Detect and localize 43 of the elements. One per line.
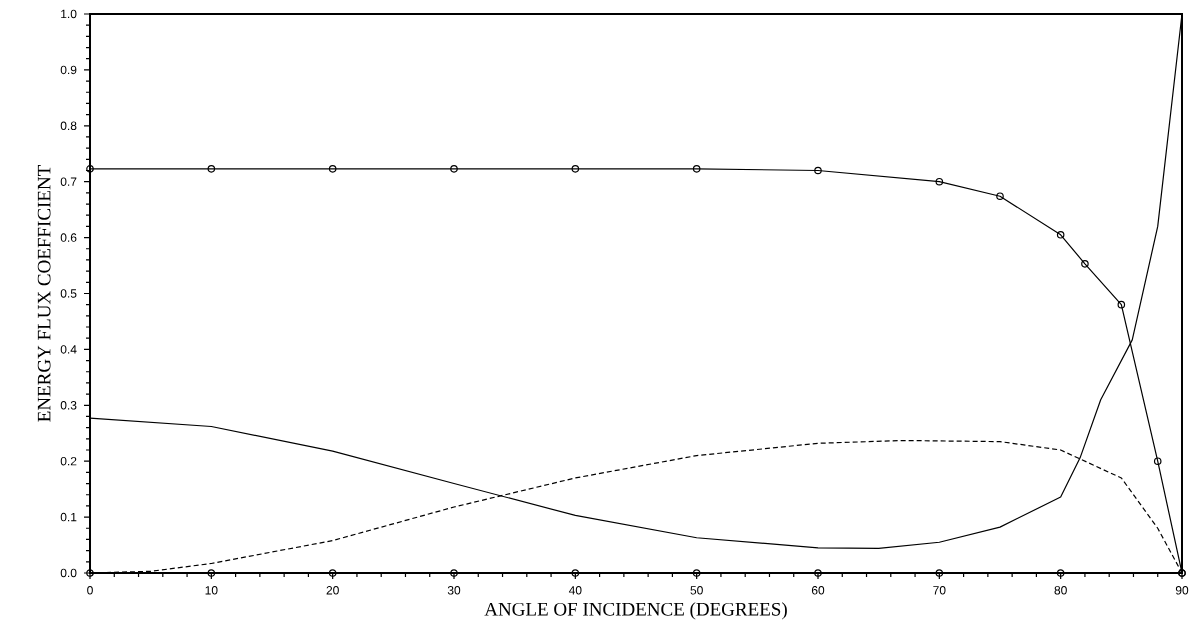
x-axis-title: ANGLE OF INCIDENCE (DEGREES) — [484, 602, 787, 620]
x-tick-label: 40 — [568, 586, 582, 595]
point — [814, 166, 822, 175]
y-tick-label: 0.4 — [60, 345, 77, 354]
y-tick-label: 0.6 — [60, 233, 77, 242]
y-tick-label: 0.5 — [60, 289, 77, 298]
point — [814, 569, 822, 577]
point — [207, 165, 216, 173]
point — [1056, 569, 1065, 577]
point — [692, 569, 701, 577]
x-tick-label: 80 — [1054, 586, 1067, 595]
y-tick-label: 0.1 — [60, 512, 77, 522]
point — [1056, 230, 1065, 239]
x-tick-label: 0 — [87, 586, 93, 595]
x-tick-label: 90 — [1175, 586, 1189, 595]
point — [1081, 260, 1089, 268]
point — [328, 165, 337, 173]
x-tick-label: 60 — [811, 586, 825, 595]
point — [207, 569, 216, 577]
point — [935, 177, 944, 186]
x-tick-label: 30 — [447, 586, 461, 595]
point — [935, 569, 944, 577]
y-tick-label: 0.3 — [60, 401, 77, 410]
point — [1153, 457, 1162, 465]
point — [328, 569, 337, 577]
x-tick-label: 70 — [933, 586, 946, 595]
point — [450, 165, 458, 173]
point — [692, 165, 701, 173]
y-tick-label: 0.0 — [60, 568, 77, 578]
y-tick-label: 0.7 — [60, 177, 77, 186]
point — [450, 569, 458, 577]
point — [571, 165, 580, 173]
point — [571, 569, 580, 577]
y-tick-label: 1.0 — [61, 9, 77, 19]
y-axis-title: ENERGY FLUX COEFFICIENT — [37, 165, 51, 422]
point — [996, 192, 1004, 201]
y-tick-label: 0.8 — [60, 121, 77, 131]
y-tick-label: 0.9 — [60, 65, 77, 75]
x-tick-label: 20 — [326, 586, 339, 595]
point — [1117, 300, 1126, 309]
x-tick-label: 10 — [205, 586, 218, 595]
x-tick-label: 50 — [690, 586, 703, 595]
y-tick-label: 0.2 — [60, 456, 77, 466]
